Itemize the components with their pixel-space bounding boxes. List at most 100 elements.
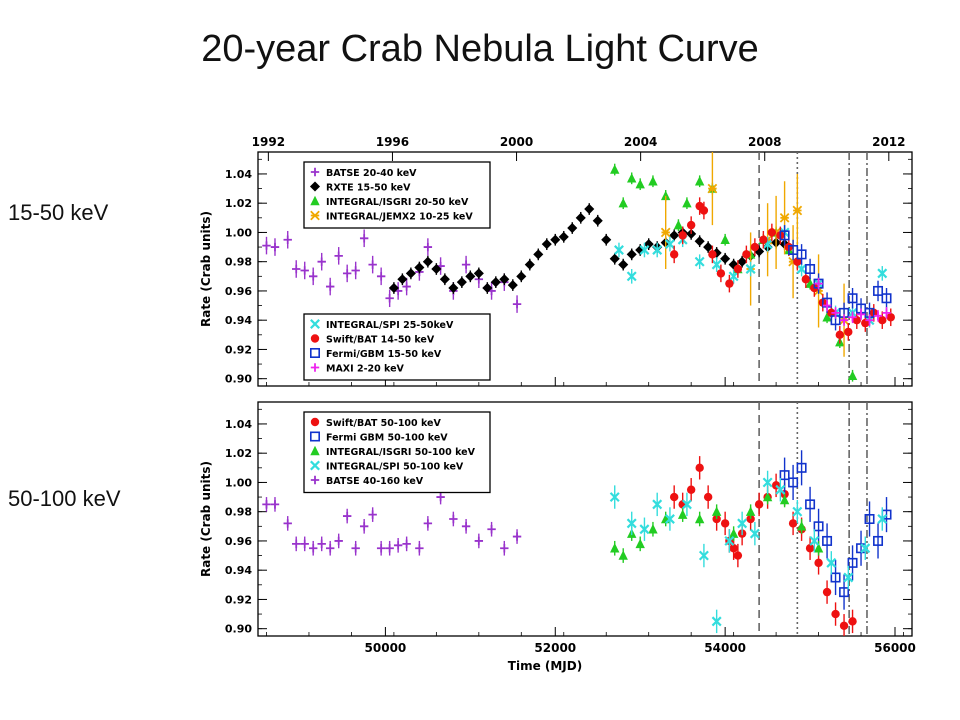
data-point	[610, 164, 620, 174]
data-point	[754, 500, 764, 509]
data-point	[385, 294, 394, 303]
data-point	[639, 245, 650, 255]
data-point	[848, 313, 857, 322]
data-point	[839, 315, 849, 325]
data-point	[775, 484, 786, 495]
data-point	[779, 470, 790, 481]
data-point	[827, 308, 836, 318]
data-point	[694, 176, 705, 186]
legend-marker	[310, 195, 320, 206]
data-point	[618, 550, 628, 560]
data-point	[682, 197, 692, 208]
legend-marker	[310, 475, 320, 485]
y-tick-label: 0.90	[225, 623, 252, 636]
data-point	[592, 215, 603, 226]
data-point	[801, 275, 811, 284]
data-point	[745, 506, 756, 516]
data-point	[652, 245, 663, 255]
data-point	[694, 513, 705, 524]
data-point	[793, 257, 802, 266]
y-tick-label: 0.96	[225, 535, 252, 548]
data-point	[664, 239, 675, 250]
data-point	[695, 463, 704, 473]
panel-top: 0.90 0.92 0.94 0.96 0.98 1.00 1.02 1.04 Rate (Cr…	[199, 135, 913, 387]
data-point	[699, 206, 709, 215]
data-point	[737, 518, 748, 529]
legend-entry: Swift/BAT 14-50 keV	[326, 335, 435, 346]
data-point	[618, 197, 628, 208]
data-point	[490, 277, 501, 288]
year-tick-label: 2000	[500, 135, 533, 149]
data-point	[660, 190, 671, 201]
data-point	[843, 572, 854, 583]
data-point	[541, 239, 552, 250]
slide-title: 20-year Crab Nebula Light Curve	[201, 28, 759, 70]
y-tick-label: 1.04	[225, 418, 252, 431]
data-point	[865, 315, 874, 325]
data-point	[309, 544, 318, 553]
data-point	[805, 263, 816, 274]
data-point	[733, 264, 743, 274]
data-point	[262, 241, 271, 250]
data-point	[473, 268, 484, 279]
data-point	[694, 236, 705, 247]
legend-marker	[310, 319, 320, 329]
data-point	[822, 535, 833, 546]
data-point	[686, 485, 696, 494]
data-point	[831, 308, 840, 318]
data-point	[524, 259, 535, 270]
data-point	[359, 234, 369, 243]
data-point	[707, 183, 718, 194]
data-point	[767, 228, 777, 237]
year-tick-label: 2012	[872, 135, 905, 149]
data-point	[864, 513, 875, 524]
data-point	[393, 541, 403, 550]
legend-top-left: Swift/BAT 50-100 keV Fermi GBM 50-100 keV…	[303, 411, 491, 494]
data-point	[500, 544, 509, 553]
data-point	[643, 239, 654, 250]
data-point	[728, 528, 739, 538]
data-point	[436, 492, 445, 502]
data-point	[309, 272, 318, 281]
data-point	[368, 260, 377, 269]
y-tick-label: 0.96	[225, 285, 252, 298]
y-tick-label: 1.00	[225, 226, 252, 239]
data-point	[805, 544, 815, 553]
data-point	[448, 282, 459, 294]
data-point	[474, 536, 484, 546]
year-tick-label: 2004	[624, 135, 657, 149]
data-point	[601, 234, 612, 245]
data-point	[847, 370, 858, 380]
data-point	[805, 499, 816, 510]
data-point	[813, 521, 824, 532]
data-point	[609, 492, 620, 503]
data-point	[809, 535, 820, 546]
data-point	[759, 235, 768, 244]
x-tick-label: 50000	[365, 641, 407, 655]
data-point	[788, 519, 798, 528]
y-tick-label: 0.98	[225, 506, 252, 519]
legend-entry: MAXI 2-20 keV	[326, 364, 405, 375]
data-point	[635, 178, 645, 189]
legend-marker	[310, 460, 320, 471]
data-point	[351, 266, 360, 275]
data-point	[439, 274, 450, 285]
data-point	[660, 227, 671, 238]
data-point	[626, 271, 637, 282]
legend-marker	[310, 445, 320, 456]
y-tick-label: 0.94	[225, 564, 252, 577]
data-point	[368, 510, 377, 519]
data-point	[376, 272, 386, 281]
data-point	[317, 539, 326, 549]
data-point	[860, 543, 871, 554]
data-point	[626, 249, 637, 260]
data-point	[423, 242, 433, 252]
data-point	[814, 558, 823, 568]
data-point	[720, 253, 731, 264]
data-point	[270, 242, 280, 252]
data-point	[788, 477, 799, 488]
data-point	[397, 274, 408, 285]
data-point	[482, 282, 493, 294]
data-point	[830, 572, 841, 583]
